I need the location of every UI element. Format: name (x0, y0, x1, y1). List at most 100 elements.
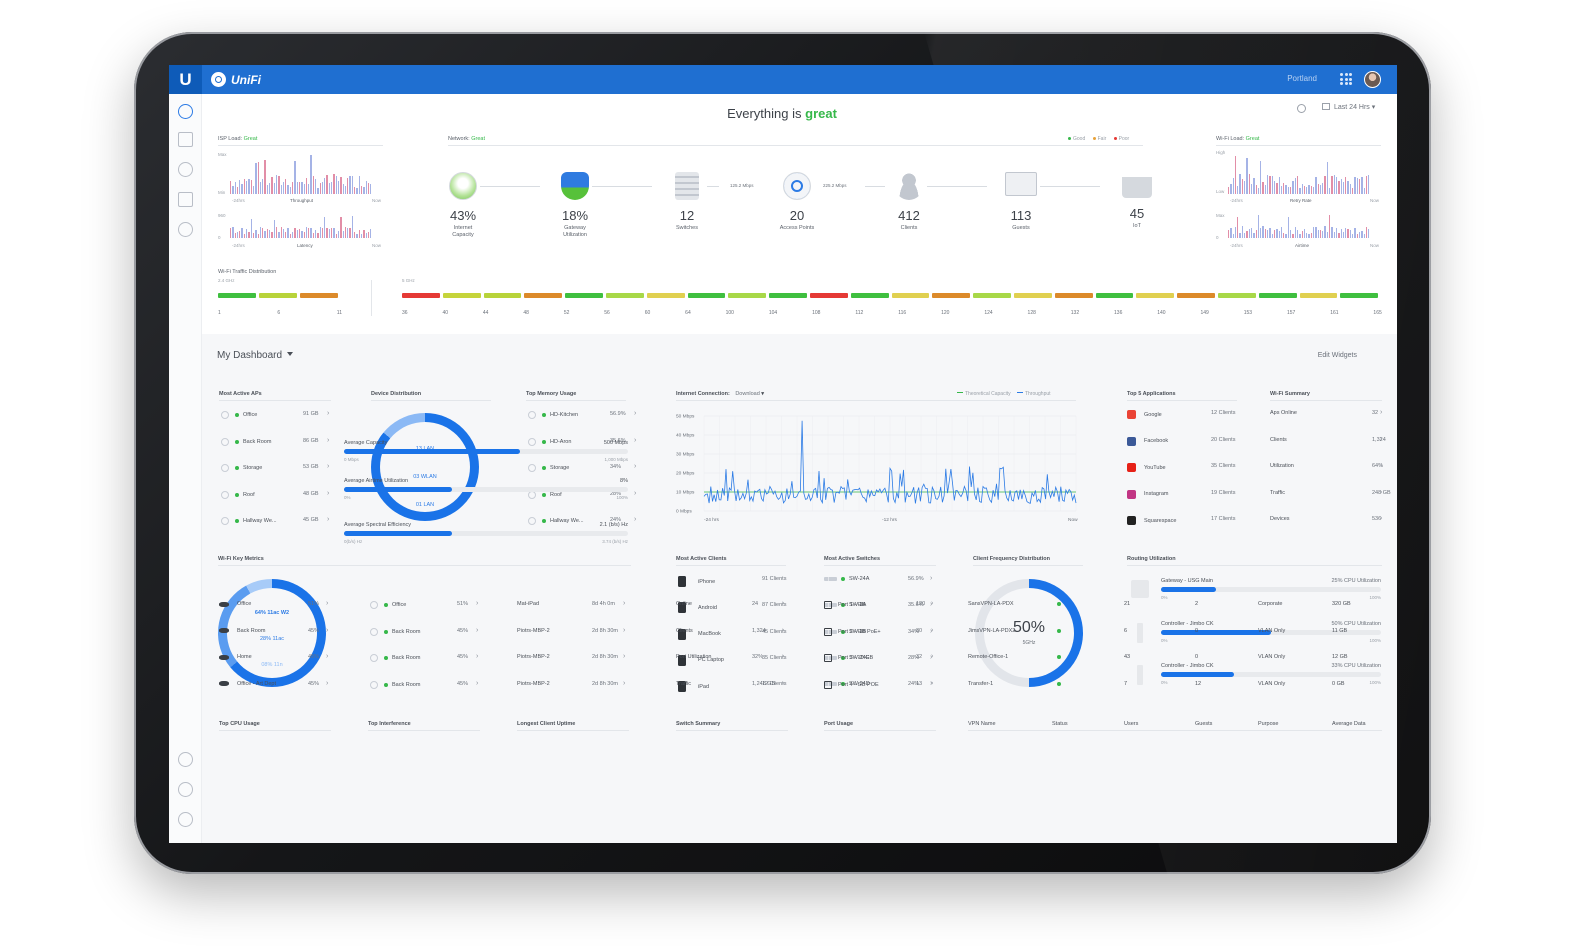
chevron-right-icon[interactable]: › (634, 410, 637, 417)
switch-summary-row[interactable]: Port Utilization (676, 654, 711, 660)
statistics-icon[interactable] (178, 132, 193, 147)
channel-bar[interactable] (769, 293, 807, 298)
settings-icon[interactable] (178, 812, 193, 827)
switch-row[interactable]: SW-24D (824, 681, 870, 687)
channel-bar[interactable] (1217, 293, 1256, 298)
chevron-right-icon[interactable]: › (930, 680, 933, 688)
chevron-right-icon[interactable]: › (476, 679, 479, 687)
vpn-header[interactable]: Purpose (1258, 721, 1279, 727)
chevron-right-icon[interactable]: › (930, 653, 933, 661)
switch-summary-row[interactable]: Clients (676, 628, 693, 634)
channel-bar[interactable] (1258, 293, 1297, 298)
app-row[interactable]: Google (1127, 410, 1162, 419)
avatar[interactable] (1364, 71, 1381, 88)
chevron-right-icon[interactable]: › (623, 679, 626, 687)
chevron-right-icon[interactable]: › (327, 463, 330, 470)
chevron-right-icon[interactable]: › (326, 679, 329, 687)
app-row[interactable]: YouTube (1127, 463, 1166, 472)
switch-summary-row[interactable]: Traffic (676, 681, 691, 687)
cpu-row[interactable]: Back Room (219, 628, 265, 634)
chevron-right-icon[interactable]: › (326, 626, 329, 634)
chevron-right-icon[interactable]: › (326, 600, 329, 607)
gateway-utilization[interactable]: 18% Gateway Utilization (540, 172, 610, 239)
interference-row[interactable]: Office (370, 601, 406, 609)
switch-row[interactable]: SW-24E (824, 655, 869, 661)
port-row[interactable]: Port 2 - GB PoE+ (824, 627, 881, 636)
memory-row[interactable]: HD-Aron (528, 437, 571, 446)
chevron-right-icon[interactable]: › (1380, 435, 1383, 443)
chevron-right-icon[interactable]: › (782, 626, 785, 634)
wifi-summary-row[interactable]: Aps Online (1270, 410, 1297, 416)
vpn-header[interactable]: Users (1124, 721, 1139, 727)
chevron-right-icon[interactable]: › (931, 679, 934, 687)
chevron-right-icon[interactable]: › (1380, 488, 1383, 496)
cpu-row[interactable]: Office - Art Dept (219, 681, 276, 687)
chevron-right-icon[interactable]: › (930, 627, 933, 635)
interference-row[interactable]: Back Room (370, 654, 420, 662)
wifi-summary-row[interactable]: Utilization (1270, 463, 1294, 469)
interference-row[interactable]: Back Room (370, 627, 420, 636)
vpn-cell[interactable]: SansVPN-LA-PDX (968, 601, 1014, 607)
chevron-right-icon[interactable]: › (623, 600, 626, 607)
chevron-right-icon[interactable]: › (476, 600, 479, 607)
site-selector[interactable]: Portland (1287, 74, 1317, 83)
chevron-right-icon[interactable]: › (931, 653, 934, 660)
chevron-right-icon[interactable]: › (476, 626, 479, 634)
access-points-count[interactable]: 20 Access Points (762, 172, 832, 232)
chevron-right-icon[interactable]: › (634, 436, 637, 444)
app-row[interactable]: Facebook (1127, 436, 1168, 446)
unifi-brand[interactable]: UniFi (211, 71, 261, 88)
channel-bar[interactable] (1136, 293, 1175, 298)
cpu-row[interactable]: Home (219, 654, 252, 660)
chevron-right-icon[interactable]: › (327, 410, 330, 417)
vpn-header[interactable]: Status (1052, 721, 1068, 727)
chevron-right-icon[interactable]: › (634, 463, 637, 470)
chevron-right-icon[interactable]: › (623, 653, 626, 660)
client-row[interactable]: MacBook (678, 628, 721, 640)
channel-bar[interactable] (605, 293, 644, 298)
client-row[interactable]: Android (678, 602, 717, 614)
vpn-cell[interactable]: Remote-Office-1 (968, 654, 1009, 660)
channel-bar[interactable] (300, 293, 338, 298)
channel-bar[interactable] (565, 293, 603, 298)
channel-bar[interactable] (1054, 293, 1093, 298)
iot-count[interactable]: 45 IoT (1102, 166, 1172, 230)
wifi-summary-row[interactable]: Traffic (1270, 490, 1285, 496)
uptime-row[interactable]: Piotrs-MBP-2 (517, 654, 550, 660)
cpu-row[interactable]: Office (219, 601, 251, 607)
search-icon[interactable] (1297, 104, 1306, 113)
channel-bar[interactable] (483, 293, 522, 298)
dashboard-selector[interactable]: My Dashboard (217, 350, 293, 361)
chevron-right-icon[interactable]: › (782, 653, 785, 660)
channel-bar[interactable] (973, 293, 1011, 298)
port-row[interactable]: Port 1 - GB (824, 601, 866, 609)
client-row[interactable]: iPad (678, 681, 709, 693)
chevron-right-icon[interactable]: › (623, 626, 626, 634)
switch-summary-row[interactable]: Online (676, 601, 692, 607)
chevron-right-icon[interactable]: › (930, 575, 933, 582)
switch-row[interactable]: SW-8B (824, 629, 866, 635)
time-range-select[interactable]: Last 24 Hrs ▾ (1322, 103, 1375, 111)
chevron-right-icon[interactable]: › (634, 516, 637, 523)
vpn-cell[interactable]: JimsVPN-LA-PDX2 (968, 627, 1016, 634)
channel-bar[interactable] (1095, 293, 1134, 298)
chevron-right-icon[interactable]: › (634, 489, 637, 497)
channel-bar[interactable] (218, 293, 256, 298)
chat-icon[interactable] (178, 782, 193, 797)
clients-count[interactable]: 412 Clients (874, 172, 944, 232)
channel-bar[interactable] (1340, 293, 1379, 298)
ubiquiti-logo[interactable]: U (169, 65, 202, 94)
switches-count[interactable]: 12 Switches (652, 172, 722, 232)
dashboard-icon[interactable] (178, 104, 193, 119)
uptime-row[interactable]: Piotrs-MBP-2 (517, 628, 550, 634)
chevron-right-icon[interactable]: › (327, 436, 330, 444)
chevron-right-icon[interactable]: › (326, 653, 329, 660)
switch-row[interactable]: SW-24A (824, 576, 869, 582)
channel-bar[interactable] (809, 293, 848, 298)
client-row[interactable]: iPhone (678, 576, 715, 587)
channel-bar[interactable] (524, 293, 563, 298)
ap-row[interactable]: Roof (221, 490, 255, 499)
channel-bar[interactable] (932, 293, 971, 298)
wifi-summary-row[interactable]: Clients (1270, 437, 1287, 443)
memory-row[interactable]: HD-Kitchen (528, 411, 578, 419)
